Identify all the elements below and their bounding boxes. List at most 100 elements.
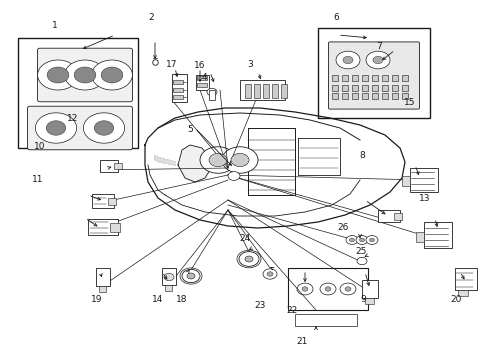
Bar xyxy=(88,219,118,235)
Bar xyxy=(108,198,116,205)
FancyBboxPatch shape xyxy=(27,106,132,150)
Bar xyxy=(253,84,260,98)
Bar xyxy=(401,176,409,186)
Circle shape xyxy=(46,121,66,135)
Bar xyxy=(331,93,337,99)
Text: 17: 17 xyxy=(166,60,178,69)
Bar xyxy=(164,285,172,291)
Bar xyxy=(173,80,183,84)
Bar xyxy=(351,75,357,81)
Bar xyxy=(457,290,467,296)
Bar xyxy=(381,93,387,99)
Bar xyxy=(401,75,407,81)
Bar xyxy=(381,85,387,91)
Text: 21: 21 xyxy=(296,337,307,346)
Bar xyxy=(361,280,377,298)
Text: 22: 22 xyxy=(286,306,298,315)
Text: 2: 2 xyxy=(148,13,154,22)
Circle shape xyxy=(325,287,330,291)
Bar xyxy=(351,85,357,91)
Text: 11: 11 xyxy=(32,175,44,184)
Bar xyxy=(172,74,186,102)
Circle shape xyxy=(230,153,248,167)
Text: 16: 16 xyxy=(193,61,205,70)
Circle shape xyxy=(186,273,195,279)
Text: 6: 6 xyxy=(333,13,339,22)
Text: 14: 14 xyxy=(151,295,163,304)
Bar xyxy=(401,85,407,91)
Bar xyxy=(263,84,268,98)
Circle shape xyxy=(359,238,364,242)
Polygon shape xyxy=(209,155,231,165)
Circle shape xyxy=(372,56,382,64)
Text: 24: 24 xyxy=(238,234,250,243)
Circle shape xyxy=(349,238,354,242)
Bar xyxy=(240,80,285,100)
Bar xyxy=(391,75,397,81)
Circle shape xyxy=(335,51,359,69)
Bar xyxy=(317,28,429,118)
Bar xyxy=(281,84,286,98)
Circle shape xyxy=(47,67,69,83)
Bar xyxy=(173,88,183,92)
Circle shape xyxy=(356,257,366,265)
Circle shape xyxy=(244,256,252,262)
Bar xyxy=(197,83,206,87)
Text: 12: 12 xyxy=(66,113,78,122)
Text: 19: 19 xyxy=(91,295,102,304)
Bar xyxy=(371,75,377,81)
Circle shape xyxy=(163,273,174,281)
Circle shape xyxy=(94,121,114,135)
Text: 8: 8 xyxy=(358,151,364,160)
FancyBboxPatch shape xyxy=(328,42,419,109)
Circle shape xyxy=(91,60,132,90)
Text: 23: 23 xyxy=(254,301,265,310)
Bar xyxy=(208,90,215,100)
Circle shape xyxy=(346,235,357,244)
Bar xyxy=(99,286,106,292)
Circle shape xyxy=(206,88,217,96)
Bar xyxy=(454,268,476,290)
Bar xyxy=(409,168,437,192)
Circle shape xyxy=(101,67,122,83)
Circle shape xyxy=(302,287,307,291)
Circle shape xyxy=(365,235,377,244)
Bar xyxy=(162,268,176,285)
Circle shape xyxy=(355,235,367,244)
Bar xyxy=(361,75,367,81)
Bar xyxy=(351,93,357,99)
Circle shape xyxy=(35,113,77,143)
Bar xyxy=(391,93,397,99)
Circle shape xyxy=(296,283,312,295)
Bar xyxy=(341,85,347,91)
Circle shape xyxy=(200,147,236,173)
Circle shape xyxy=(222,147,258,173)
Circle shape xyxy=(239,252,259,266)
Circle shape xyxy=(365,51,389,69)
Bar xyxy=(244,84,250,98)
Text: 1: 1 xyxy=(52,21,58,30)
Bar xyxy=(361,93,367,99)
Circle shape xyxy=(319,283,335,295)
Bar xyxy=(377,210,399,222)
Bar xyxy=(287,268,367,310)
Polygon shape xyxy=(178,145,209,182)
Circle shape xyxy=(339,283,355,295)
Bar xyxy=(331,85,337,91)
Circle shape xyxy=(342,56,352,64)
Bar xyxy=(391,85,397,91)
Bar xyxy=(393,213,401,220)
Text: 5: 5 xyxy=(186,125,192,134)
Text: 4: 4 xyxy=(201,72,207,81)
FancyBboxPatch shape xyxy=(38,48,132,102)
Bar xyxy=(173,95,183,99)
Text: 7: 7 xyxy=(375,42,381,51)
Text: 18: 18 xyxy=(176,295,187,304)
Bar xyxy=(92,194,114,208)
Polygon shape xyxy=(155,156,175,165)
Text: 26: 26 xyxy=(337,223,348,232)
Circle shape xyxy=(266,272,272,276)
Circle shape xyxy=(83,113,124,143)
Bar xyxy=(364,298,373,304)
Text: 15: 15 xyxy=(403,98,415,107)
